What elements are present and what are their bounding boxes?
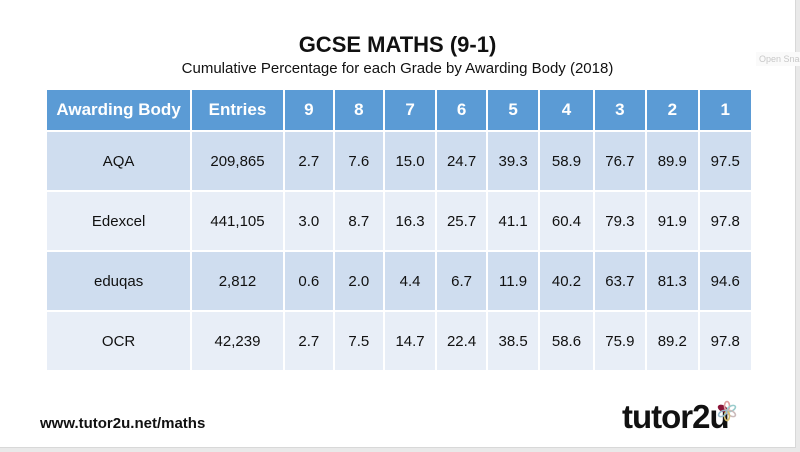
percentage-cell: 0.6 [283, 250, 335, 311]
percentage-cell: 7.5 [333, 310, 385, 370]
percentage-cell: 2.0 [333, 250, 385, 311]
entries-cell: 441,105 [191, 190, 285, 251]
percentage-cell: 4.4 [383, 250, 438, 311]
tutor2u-logo: tutor2u [622, 398, 730, 435]
percentage-cell: 76.7 [593, 130, 648, 191]
percentage-cell: 22.4 [436, 310, 488, 370]
column-header: Awarding Body [47, 90, 193, 131]
percentage-cell: 58.9 [539, 130, 595, 191]
percentage-cell: 40.2 [539, 250, 595, 311]
grade-table: Awarding Body Entries 9 8 7 6 5 4 3 2 1 AQA 209,865… [47, 90, 754, 370]
percentage-cell: 3.0 [283, 190, 335, 251]
percentage-cell: 58.6 [539, 310, 595, 370]
percentage-cell: 97.5 [698, 130, 754, 191]
percentage-cell: 2.7 [283, 310, 335, 370]
column-header: 8 [333, 90, 385, 131]
slide-title: GCSE MATHS (9-1) [298, 32, 497, 57]
awarding-body-cell: eduqas [47, 250, 193, 311]
open-snag-button[interactable]: Open Snag [756, 52, 800, 66]
entries-cell: 42,239 [191, 310, 285, 370]
table-row: Edexcel 441,105 3.0 8.7 16.3 25.7 41.1 60.4 79.3… [47, 190, 754, 251]
entries-cell: 2,812 [191, 250, 285, 311]
column-header: 3 [593, 90, 648, 131]
column-header: Entries [191, 90, 285, 131]
percentage-cell: 16.3 [383, 190, 438, 251]
percentage-cell: 14.7 [383, 310, 438, 370]
awarding-body-cell: OCR [47, 310, 193, 370]
column-header: 4 [539, 90, 595, 131]
website-url[interactable]: www.tutor2u.net/maths [40, 415, 206, 432]
percentage-cell: 11.9 [486, 250, 541, 311]
percentage-cell: 2.7 [283, 130, 335, 191]
column-header: 1 [698, 90, 754, 131]
percentage-cell: 60.4 [539, 190, 595, 251]
percentage-cell: 63.7 [593, 250, 648, 311]
table-row: eduqas 2,812 0.6 2.0 4.4 6.7 11.9 40.2 63.7 81.3 9… [47, 250, 754, 311]
percentage-cell: 39.3 [486, 130, 541, 191]
column-header: 7 [383, 90, 438, 131]
percentage-cell: 38.5 [486, 310, 541, 370]
percentage-cell: 15.0 [383, 130, 438, 191]
percentage-cell: 97.8 [698, 190, 754, 251]
table-row: AQA 209,865 2.7 7.6 15.0 24.7 39.3 58.9 76.7 89.9… [47, 130, 754, 191]
percentage-cell: 91.9 [646, 190, 700, 251]
awarding-body-cell: AQA [47, 130, 193, 191]
percentage-cell: 97.8 [698, 310, 754, 370]
entries-cell: 209,865 [191, 130, 285, 191]
percentage-cell: 75.9 [593, 310, 648, 370]
column-header: 9 [283, 90, 335, 131]
column-header: 5 [486, 90, 541, 131]
percentage-cell: 41.1 [486, 190, 541, 251]
percentage-cell: 94.6 [698, 250, 754, 311]
percentage-cell: 24.7 [436, 130, 488, 191]
flower-logo-icon [717, 400, 737, 422]
percentage-cell: 79.3 [593, 190, 648, 251]
column-header: 2 [646, 90, 700, 131]
percentage-cell: 81.3 [646, 250, 700, 311]
awarding-body-cell: Edexcel [47, 190, 193, 251]
table-row: OCR 42,239 2.7 7.5 14.7 22.4 38.5 58.6 75.9 89.2 9… [47, 310, 754, 370]
percentage-cell: 89.2 [646, 310, 700, 370]
percentage-cell: 8.7 [333, 190, 385, 251]
percentage-cell: 25.7 [436, 190, 488, 251]
table-header-row: Awarding Body Entries 9 8 7 6 5 4 3 2 1 [47, 90, 754, 131]
percentage-cell: 7.6 [333, 130, 385, 191]
percentage-cell: 6.7 [436, 250, 488, 311]
slide-subtitle: Cumulative Percentage for each Grade by … [181, 60, 614, 77]
percentage-cell: 89.9 [646, 130, 700, 191]
column-header: 6 [436, 90, 488, 131]
